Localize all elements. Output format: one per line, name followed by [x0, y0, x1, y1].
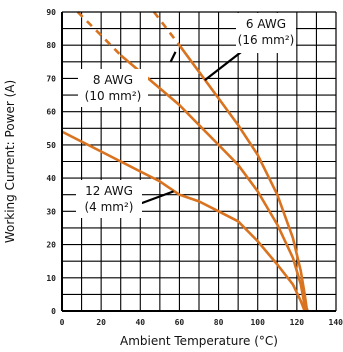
y-tick-label: 70 — [46, 74, 56, 83]
y-tick-label: 40 — [46, 174, 56, 183]
label-box-8-awg — [78, 69, 148, 107]
annotations: 6 AWG (16 mm²) 8 AWG (10 mm²) 12 AWG (4 mm²) — [76, 13, 296, 218]
series-label-6-awg: (16 mm²) — [238, 33, 295, 47]
x-tick-label: 20 — [96, 318, 106, 327]
x-tick-label: 120 — [290, 318, 305, 327]
y-tick-label: 0 — [51, 307, 56, 316]
series-label-8-awg: 8 AWG — [93, 73, 133, 87]
x-tick-label: 80 — [214, 318, 224, 327]
y-tick-label: 30 — [46, 207, 56, 216]
series-line-6-awg — [178, 44, 309, 312]
series-label-12-awg: 12 AWG — [85, 184, 133, 198]
axes — [61, 11, 337, 312]
y-tick-label: 20 — [46, 241, 56, 250]
y-tick-label: 80 — [46, 41, 56, 50]
y-tick-label: 60 — [46, 108, 56, 117]
y-tick-label: 10 — [46, 274, 56, 283]
label-box-12-awg — [76, 180, 142, 218]
curves — [61, 11, 309, 312]
series-label-8-awg: (10 mm²) — [85, 89, 142, 103]
series-label-6-awg: 6 AWG — [246, 17, 286, 31]
leader-line-8-awg — [169, 51, 177, 63]
series-line-8-awg — [119, 54, 307, 312]
x-tick-label: 40 — [135, 318, 145, 327]
x-tick-label: 0 — [60, 318, 65, 327]
y-tick-label: 90 — [46, 8, 56, 17]
x-axis-label: Ambient Temperature (°C) — [120, 334, 278, 348]
x-tick-label: 60 — [175, 318, 185, 327]
series-label-12-awg: (4 mm²) — [84, 200, 133, 214]
x-tick-label: 140 — [329, 318, 343, 327]
y-tick-label: 50 — [46, 141, 56, 150]
series-line-12-awg — [61, 130, 306, 312]
y-axis-label: Working Current: Power (A) — [3, 80, 17, 243]
series-line-6-awg-dashed — [152, 11, 181, 46]
tick-labels: 0 10 20 30 40 50 60 70 80 90 0 20 40 60 80 100 120 140 — [46, 8, 343, 327]
x-tick-label: 100 — [250, 318, 265, 327]
label-box-6-awg — [236, 13, 296, 53]
series-line-8-awg-dashed — [76, 11, 122, 57]
